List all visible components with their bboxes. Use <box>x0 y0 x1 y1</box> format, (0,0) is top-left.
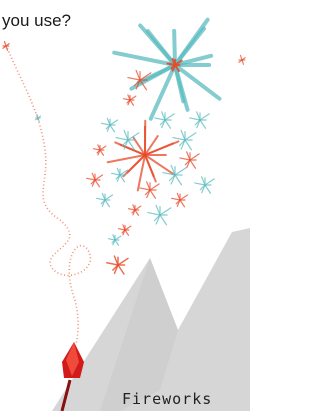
starburst <box>36 114 41 121</box>
question-text: you use? <box>2 11 71 30</box>
starburst <box>180 152 199 168</box>
starburst <box>97 193 113 206</box>
starburst <box>87 173 103 186</box>
starburst <box>118 225 130 235</box>
starburst <box>190 112 209 128</box>
starburst <box>173 130 196 149</box>
starburst <box>123 95 135 105</box>
illustration: you use? Fireworks <box>0 0 250 411</box>
starburst <box>128 205 140 215</box>
firework-bursts <box>3 20 245 274</box>
starburst <box>114 20 219 119</box>
starburst <box>172 193 188 206</box>
starburst <box>107 256 128 274</box>
starburst <box>155 112 174 128</box>
rocket-trail <box>6 45 90 345</box>
starburst <box>140 182 159 198</box>
starburst <box>93 145 105 155</box>
starburst <box>148 205 171 224</box>
gray-letter-shape <box>52 228 250 411</box>
starburst <box>102 118 118 131</box>
caption: Fireworks <box>122 390 212 408</box>
starburst <box>239 55 245 64</box>
starburst <box>195 177 214 193</box>
starburst <box>108 235 120 245</box>
starburst <box>112 168 128 181</box>
